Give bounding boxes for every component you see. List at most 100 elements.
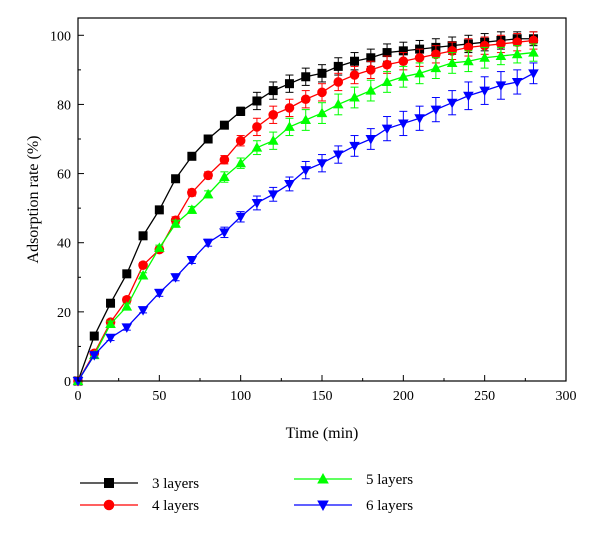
data-point xyxy=(414,114,425,124)
y-tick-label: 20 xyxy=(57,306,71,321)
data-point xyxy=(219,154,230,165)
data-point xyxy=(89,331,99,341)
data-point xyxy=(235,135,246,146)
data-point xyxy=(170,273,181,283)
data-point xyxy=(511,48,523,59)
data-point xyxy=(251,142,263,152)
data-point xyxy=(105,318,116,328)
data-point xyxy=(333,61,343,71)
x-tick-label: 50 xyxy=(152,389,166,404)
legend-marker xyxy=(104,478,114,488)
axes: 0 50 100 150 200 250 300 0 20 40 60 80 100 xyxy=(50,17,577,404)
data-point xyxy=(431,49,441,60)
data-point xyxy=(382,59,392,70)
data-point xyxy=(398,71,409,81)
data-point xyxy=(121,301,133,311)
data-point xyxy=(496,39,506,49)
data-point xyxy=(316,159,328,169)
data-point xyxy=(528,35,539,46)
data-point xyxy=(528,47,539,57)
data-point xyxy=(414,52,425,63)
data-point xyxy=(219,228,230,238)
data-point xyxy=(316,107,328,118)
data-point xyxy=(105,333,116,344)
x-tick-label: 300 xyxy=(556,389,577,404)
legend-item: 5 layers xyxy=(294,472,413,488)
data-point xyxy=(219,171,230,182)
data-point xyxy=(122,269,132,279)
data-point xyxy=(381,76,393,86)
data-point xyxy=(398,119,409,129)
data-point xyxy=(252,96,262,106)
data-point xyxy=(430,62,442,73)
data-point xyxy=(267,190,279,200)
data-point xyxy=(202,238,214,249)
data-point xyxy=(317,68,327,78)
legend-label: 6 layers xyxy=(366,498,413,514)
data-point xyxy=(463,42,474,53)
data-point xyxy=(495,81,507,91)
data-point xyxy=(365,85,377,95)
data-point xyxy=(252,122,262,132)
data-point xyxy=(463,91,474,102)
data-point xyxy=(300,94,311,105)
data-point xyxy=(138,231,148,241)
data-point xyxy=(154,205,164,215)
data-point xyxy=(398,46,408,56)
data-point xyxy=(301,72,311,82)
data-point xyxy=(170,218,181,228)
data-point xyxy=(479,86,490,97)
data-point xyxy=(528,69,539,79)
data-point xyxy=(187,187,197,198)
data-point xyxy=(186,204,198,214)
y-tick-label: 0 xyxy=(64,375,71,390)
data-point xyxy=(268,110,279,120)
data-point xyxy=(300,114,312,124)
data-point xyxy=(349,141,360,152)
data-point xyxy=(511,77,523,88)
data-point xyxy=(284,121,295,131)
data-point xyxy=(398,56,409,67)
data-point xyxy=(121,323,133,333)
series-6-layers xyxy=(72,62,539,387)
legend-marker xyxy=(317,500,329,511)
data-point xyxy=(154,288,165,299)
x-tick-label: 150 xyxy=(312,389,333,404)
data-point xyxy=(186,256,198,266)
data-point xyxy=(365,135,377,145)
data-point xyxy=(350,56,360,66)
data-point xyxy=(268,86,278,96)
data-point xyxy=(187,151,197,161)
legend: 3 layers 4 layers 5 layers 6 layers xyxy=(80,472,413,514)
y-tick-label: 80 xyxy=(57,98,71,113)
data-point xyxy=(284,103,295,113)
data-point xyxy=(300,166,312,176)
data-point xyxy=(479,40,490,51)
data-point xyxy=(202,188,214,199)
data-point xyxy=(366,65,376,75)
data-point xyxy=(349,92,360,102)
data-point xyxy=(284,179,295,190)
data-point xyxy=(463,55,474,66)
series-4-layers xyxy=(73,31,539,386)
data-point xyxy=(512,37,522,47)
x-tick-label: 250 xyxy=(474,389,495,404)
x-tick-label: 100 xyxy=(230,389,251,404)
legend-label: 5 layers xyxy=(366,472,413,488)
x-axis-title: Time (min) xyxy=(286,425,359,442)
data-point xyxy=(414,67,425,78)
data-point xyxy=(137,306,149,316)
data-point xyxy=(203,134,213,144)
data-point xyxy=(284,79,294,89)
plot-marks xyxy=(72,31,539,387)
data-point xyxy=(366,53,376,63)
data-point xyxy=(203,170,213,181)
legend-label: 4 layers xyxy=(152,498,199,514)
data-point xyxy=(333,77,344,87)
data-point xyxy=(446,98,458,109)
y-tick-label: 40 xyxy=(57,237,71,252)
data-point xyxy=(138,260,148,270)
data-point xyxy=(236,106,246,116)
